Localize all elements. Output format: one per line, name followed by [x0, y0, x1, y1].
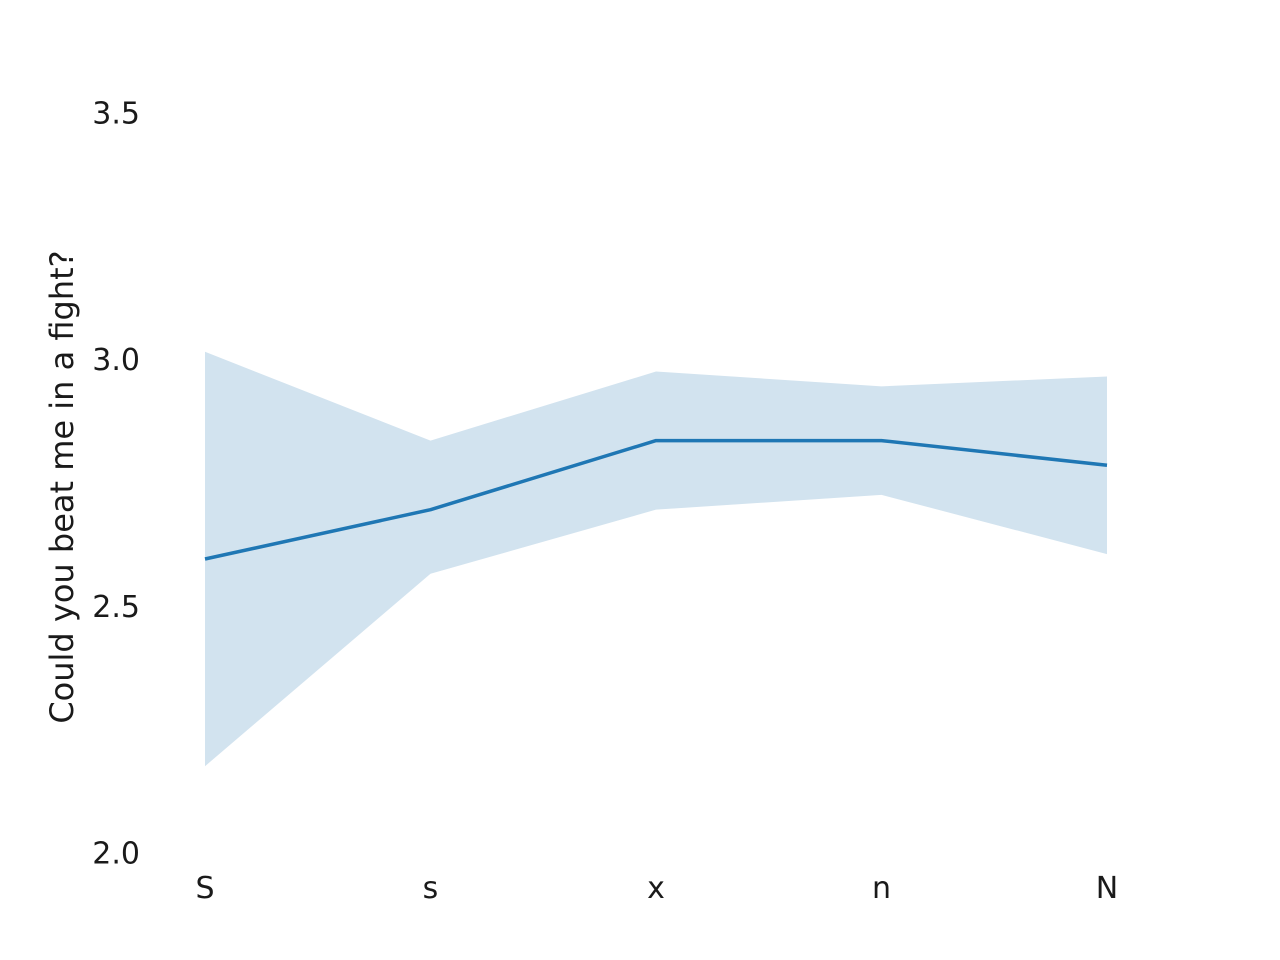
- confidence-band: [205, 351, 1107, 767]
- series-line-layer: [204, 438, 1108, 561]
- y-tick-label: 2.0: [92, 837, 140, 872]
- y-axis-label: Could you beat me in a fight?: [43, 250, 81, 723]
- x-tick-label: n: [872, 871, 891, 906]
- x-tick-label: x: [647, 871, 665, 906]
- x-tick-label: S: [195, 871, 214, 906]
- x-tick-label: N: [1096, 871, 1118, 906]
- y-tick-label: 2.5: [92, 590, 140, 625]
- y-tick-labels: 2.0 2.5 3.0 3.5: [92, 97, 140, 872]
- y-tick-label: 3.0: [92, 343, 140, 378]
- y-tick-label: 3.5: [92, 97, 140, 132]
- confidence-band-layer: [205, 351, 1107, 767]
- series-line: [204, 438, 1108, 561]
- x-tick-label: s: [423, 871, 439, 906]
